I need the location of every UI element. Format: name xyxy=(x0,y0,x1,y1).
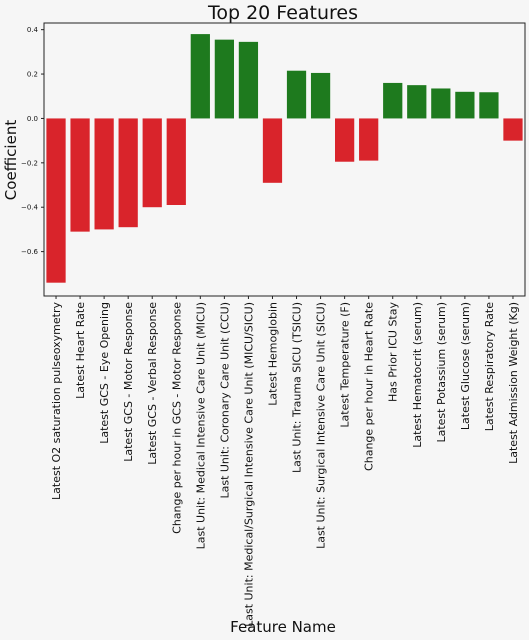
x-tick-label: Latest Heart Rate xyxy=(74,302,87,399)
bar xyxy=(166,118,186,205)
bar xyxy=(383,82,403,119)
x-tick-label: Latest Admission Weight (Kg) xyxy=(507,302,520,464)
y-tick-label: −0.6 xyxy=(21,248,39,256)
x-tick-label: Change per hour in GCS - Motor Response xyxy=(170,302,183,534)
x-tick-label: Has Prior ICU Stay xyxy=(387,302,400,403)
bar xyxy=(335,118,355,162)
bar xyxy=(70,118,90,232)
bar xyxy=(479,92,499,119)
bar xyxy=(94,118,114,230)
x-axis: Latest O2 saturation pulseoxymetry Latest… xyxy=(50,296,520,627)
x-tick-label: Latest Hemoglobin xyxy=(266,302,279,406)
y-tick-label: 0.2 xyxy=(27,71,38,79)
bar xyxy=(431,88,451,119)
bar xyxy=(455,91,475,119)
y-tick-label: 0.4 xyxy=(27,26,39,34)
x-tick-label: Latest Temperature (F) xyxy=(339,302,352,428)
x-tick-label: Last Unit: Coronary Care Unit (CCU) xyxy=(218,302,231,499)
bar xyxy=(214,39,234,119)
x-tick-label: Latest GCS - Eye Opening xyxy=(98,302,111,444)
y-tick-label: −0.4 xyxy=(21,204,39,212)
x-tick-label: Latest Glucose (serum) xyxy=(459,302,472,430)
bar xyxy=(238,41,259,119)
plot-area xyxy=(43,22,526,297)
x-tick-label: Latest GCS - Verbal Response xyxy=(146,302,159,465)
y-axis-label: Coefficient xyxy=(2,120,20,201)
x-tick-label: Last Unit: Surgical Intensive Care Unit … xyxy=(315,302,328,549)
chart-title: Top 20 Features xyxy=(207,2,358,24)
x-tick-label: Last Unit: Trauma SICU (TSICU) xyxy=(291,302,304,473)
bar xyxy=(359,118,379,161)
bar xyxy=(190,34,210,119)
bar xyxy=(310,72,331,119)
y-axis: −0.6 −0.4 −0.2 0.0 0.2 0.4 xyxy=(21,26,44,256)
x-tick-label: Latest GCS - Motor Response xyxy=(122,302,135,462)
x-tick-label: Change per hour in Heart Rate xyxy=(363,302,376,471)
bar xyxy=(407,85,427,119)
x-tick-label: Last Unit: Medical/Surgical Intensive Ca… xyxy=(242,302,255,627)
bars xyxy=(46,34,523,283)
x-tick-label: Latest Potassium (serum) xyxy=(435,302,448,443)
bar xyxy=(286,70,307,119)
x-axis-label: Feature Name xyxy=(230,618,336,636)
y-tick-label: −0.2 xyxy=(21,159,38,167)
x-tick-label: Latest Hematocrit (serum) xyxy=(411,302,424,448)
bar xyxy=(262,118,283,183)
bar xyxy=(118,118,138,228)
bar xyxy=(142,118,162,208)
x-tick-label: Last Unit: Medical Intensive Care Unit (… xyxy=(194,302,207,549)
y-tick-label: 0.0 xyxy=(27,115,38,123)
x-tick-label: Latest O2 saturation pulseoxymetry xyxy=(50,302,63,500)
bar xyxy=(46,118,66,283)
bar xyxy=(503,118,523,141)
x-tick-label: Latest Respiratory Rate xyxy=(483,302,496,431)
